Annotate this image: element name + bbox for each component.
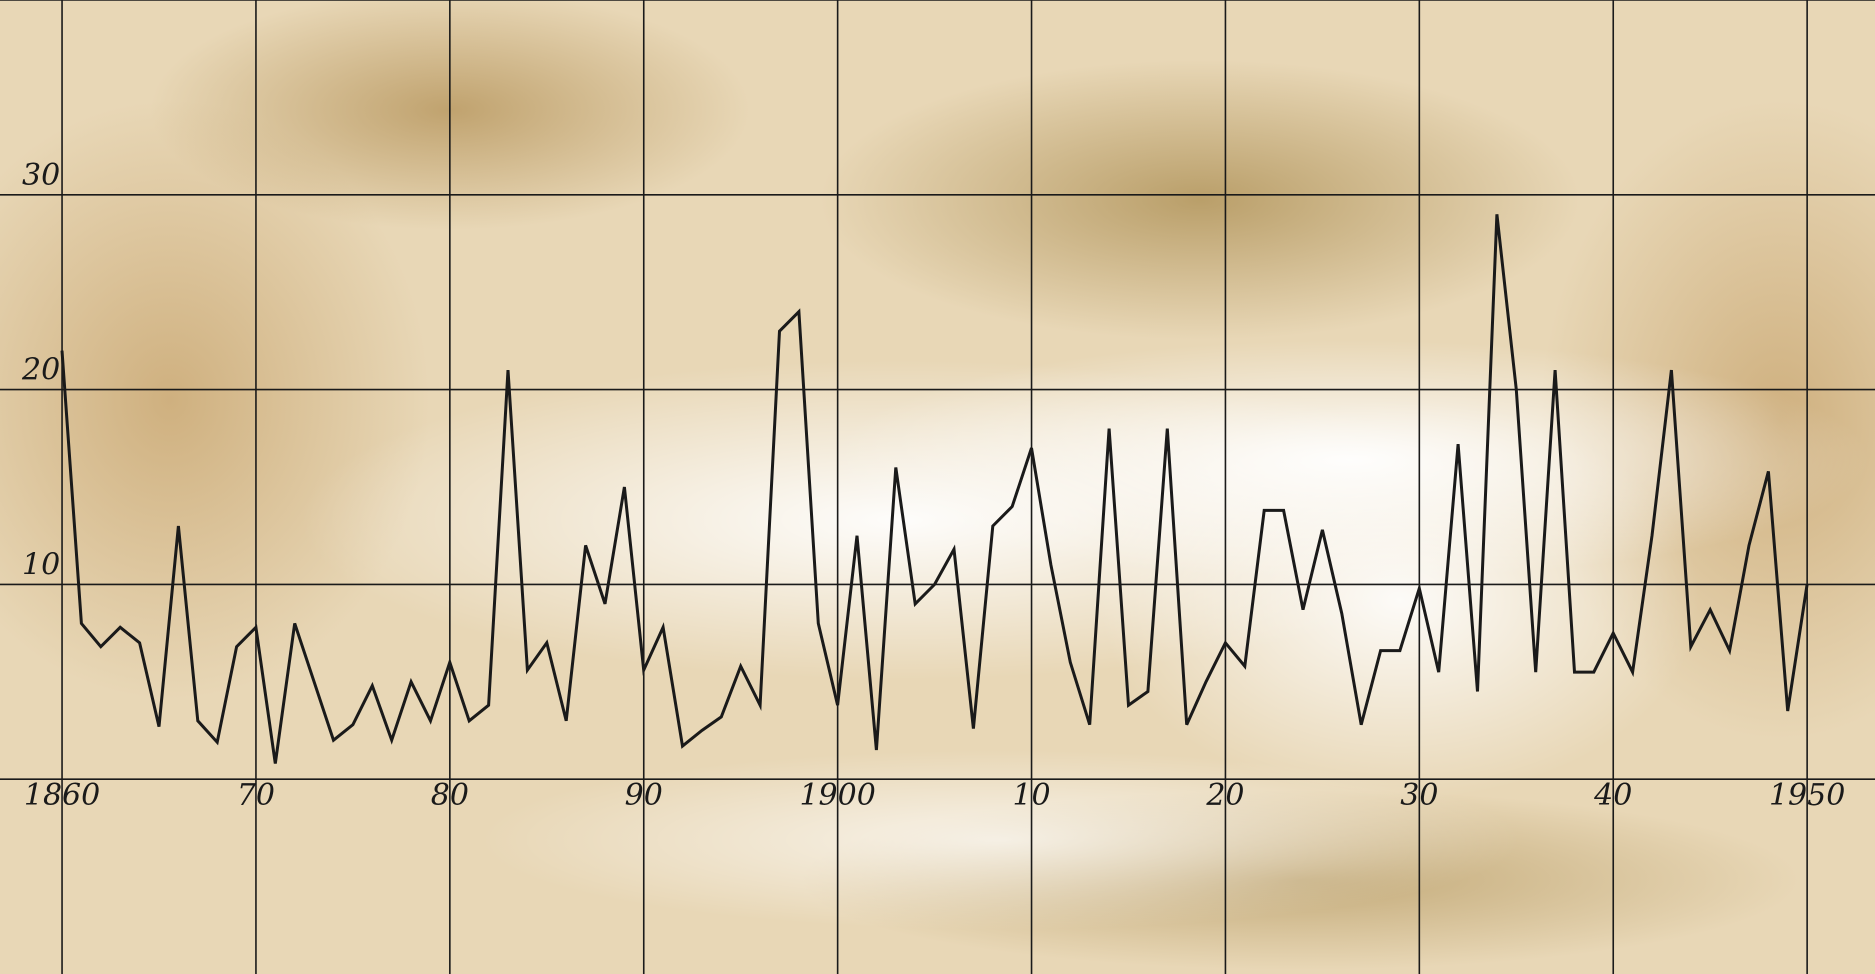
data-line — [62, 214, 1807, 763]
x-tick-label: 1950 — [1769, 778, 1845, 813]
x-tick-label: 10 — [1012, 778, 1050, 813]
x-tick-label: 30 — [1400, 778, 1438, 813]
y-tick-label: 30 — [22, 158, 60, 193]
x-tick-label: 70 — [237, 778, 275, 813]
x-tick-label: 90 — [625, 778, 663, 813]
page: 10203018607080901900102030401950 (() => … — [0, 0, 1875, 974]
x-tick-label: 40 — [1593, 778, 1632, 813]
y-tick-label: 10 — [22, 547, 60, 582]
x-tick-label: 1900 — [799, 778, 875, 813]
x-tick-label: 1860 — [24, 778, 100, 813]
x-tick-label: 80 — [431, 778, 469, 813]
chart: 10 20 30 1860 70 80 90 1900 10 20 30 40 1950 — [0, 0, 1875, 974]
y-tick-label: 20 — [21, 353, 60, 388]
x-tick-label: 20 — [1205, 778, 1244, 813]
